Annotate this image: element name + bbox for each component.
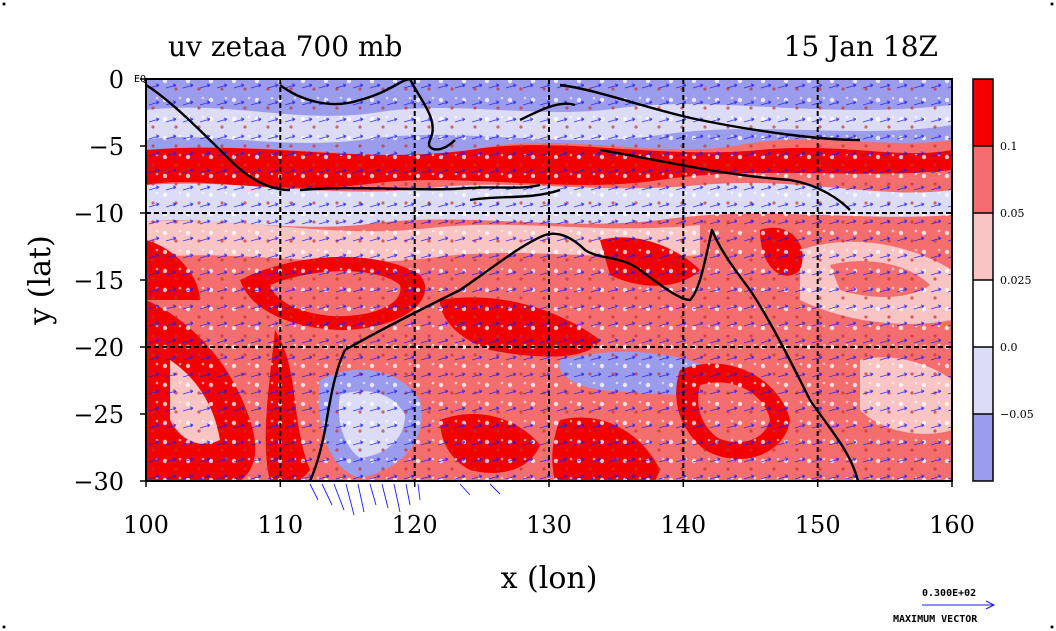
colorbar-label: 0.025 [1000, 274, 1032, 287]
x-tick-label: 110 [257, 511, 303, 539]
y-tick-label: −15 [73, 267, 124, 295]
colorbar-swatch [973, 414, 993, 481]
colorbar-swatch [973, 347, 993, 414]
colorbar-label: 0.05 [1000, 207, 1025, 220]
x-axis-label: x (lon) [501, 561, 598, 596]
vector-key-value: 0.300E+02 [922, 588, 976, 599]
y-tick-label: −10 [73, 200, 124, 228]
x-tick-label: 160 [929, 511, 975, 539]
vector-key: 0.300E+02 MAXIMUM VECTOR [893, 588, 996, 625]
x-tick-label: 120 [392, 511, 438, 539]
y-tick-label: −30 [73, 468, 124, 496]
colorbar-label: −0.05 [1000, 408, 1034, 421]
colorbar: 0.1 0.05 0.025 0.0 −0.05 [972, 78, 1034, 482]
y-axis-label: y (lat) [23, 235, 58, 325]
y-tick-label: −5 [89, 133, 124, 161]
x-tick-label: 100 [123, 511, 169, 539]
y-tick-label: 0 [109, 66, 124, 94]
map-title: uv zetaa 700 mb [168, 30, 402, 63]
x-tick-label: 150 [795, 511, 841, 539]
x-tick-label: 130 [526, 511, 572, 539]
colorbar-swatch [973, 146, 993, 213]
colorbar-swatch [973, 280, 993, 347]
map-timestamp: 15 Jan 18Z [784, 30, 938, 63]
vector-key-arrow [922, 600, 996, 610]
y-tick-label: −20 [73, 334, 124, 362]
equator-label: EQ [134, 74, 146, 85]
y-tick-label: −25 [73, 401, 124, 429]
colorbar-label: 0.0 [1000, 341, 1018, 354]
overflow-vectors [309, 483, 501, 516]
vorticity-field [146, 79, 952, 481]
vector-key-caption: MAXIMUM VECTOR [893, 614, 978, 625]
colorbar-label: 0.1 [1000, 140, 1018, 153]
colorbar-swatch [973, 79, 993, 146]
colorbar-swatch [973, 213, 993, 280]
x-tick-label: 140 [660, 511, 706, 539]
